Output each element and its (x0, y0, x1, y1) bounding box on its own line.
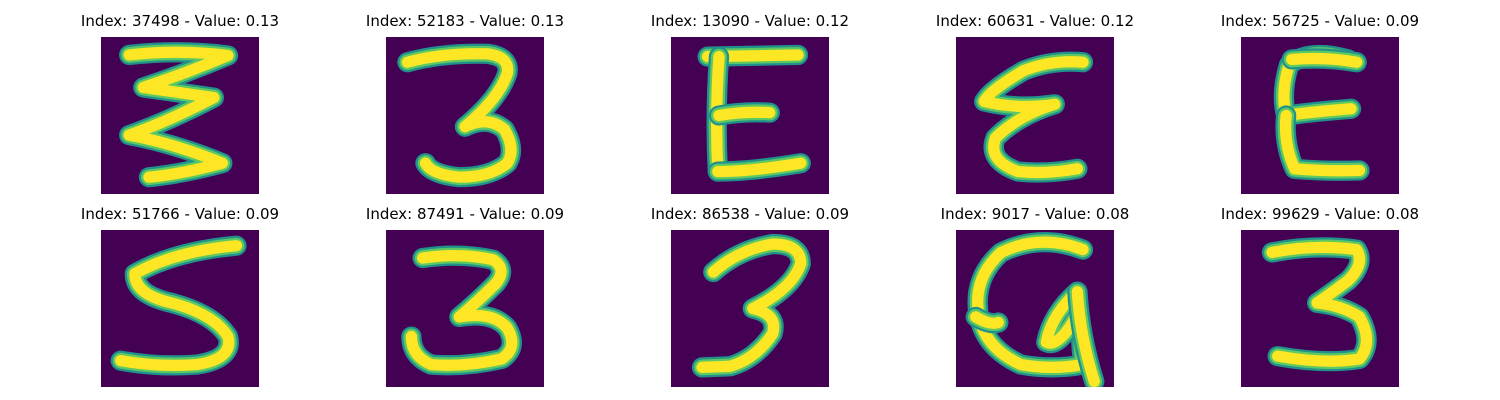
panel-title: Index: 52183 - Value: 0.13 (365, 12, 565, 30)
image-panel: Index: 87491 - Value: 0.09 (345, 203, 585, 388)
image-panel: Index: 56725 - Value: 0.09 (1200, 10, 1440, 195)
panel-title: Index: 60631 - Value: 0.12 (935, 12, 1135, 30)
stroke-core (972, 236, 1089, 373)
glyph-epsilon-icon (956, 37, 1114, 194)
panel-title: Index: 13090 - Value: 0.12 (650, 12, 850, 30)
stroke-core (713, 106, 776, 122)
panel-title: Index: 86538 - Value: 0.09 (650, 205, 850, 223)
glyph-e-rounded-icon (1241, 37, 1399, 194)
glyph-3-thin-icon (1241, 230, 1399, 387)
image-panel: Index: 51766 - Value: 0.09 (60, 203, 300, 388)
stroke-core (1279, 109, 1366, 177)
glyph-3-thin-icon (386, 37, 544, 194)
panel-title: Index: 87491 - Value: 0.09 (365, 205, 565, 223)
glyph-zigzag-3-icon (101, 37, 259, 194)
glyph-e-icon (671, 37, 829, 194)
glyph-3-icon (671, 230, 829, 387)
glyph-q-loop-icon (956, 230, 1114, 387)
panel-title: Index: 99629 - Value: 0.08 (1220, 205, 1420, 223)
image-panel: Index: 52183 - Value: 0.13 (345, 10, 585, 195)
panel-title: Index: 56725 - Value: 0.09 (1220, 12, 1420, 30)
image-panel: Index: 86538 - Value: 0.09 (630, 203, 870, 388)
image-panel: Index: 13090 - Value: 0.12 (630, 10, 870, 195)
stroke-core (123, 46, 234, 183)
panel-title: Index: 51766 - Value: 0.09 (80, 205, 280, 223)
glyph-s-icon (101, 230, 259, 387)
panel-title: Index: 9017 - Value: 0.08 (940, 205, 1130, 223)
stroke-core (1286, 52, 1363, 68)
image-panel: Index: 60631 - Value: 0.12 (915, 10, 1155, 195)
stroke-core (712, 157, 807, 178)
glyph-3-bold-icon (386, 230, 544, 387)
image-panel: Index: 99629 - Value: 0.08 (1200, 203, 1440, 388)
stroke-core (401, 48, 517, 183)
stroke-core (970, 311, 1004, 329)
stroke-core (1071, 286, 1100, 387)
stroke-core (1266, 241, 1373, 367)
stroke-core (696, 238, 807, 373)
image-panel: Index: 37498 - Value: 0.13 (60, 10, 300, 195)
image-panel: Index: 9017 - Value: 0.08 (915, 203, 1155, 388)
stroke-core (115, 240, 243, 371)
stroke-core (978, 56, 1089, 179)
panel-title: Index: 37498 - Value: 0.13 (80, 12, 280, 30)
stroke-core (405, 249, 518, 371)
